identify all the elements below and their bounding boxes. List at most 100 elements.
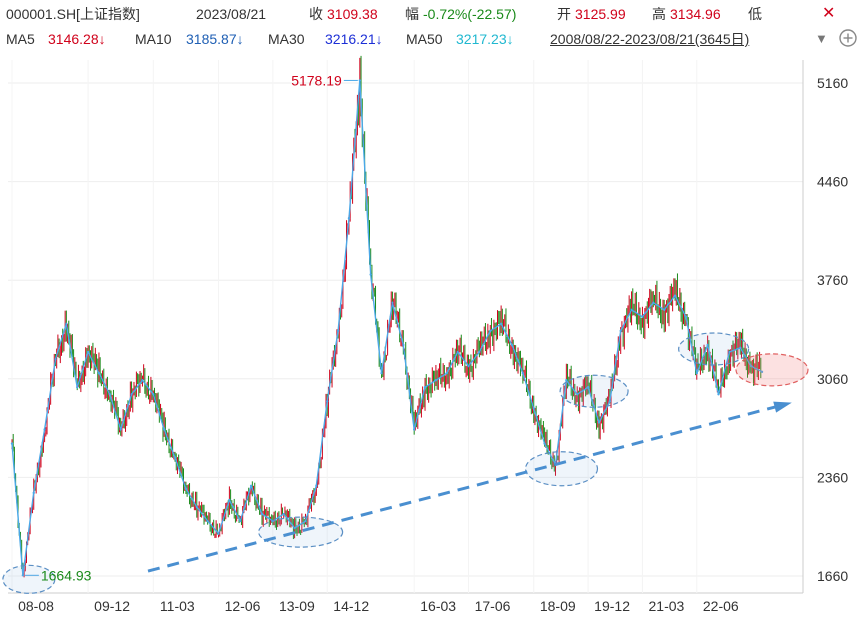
ma10-label: MA10 (135, 31, 172, 47)
ma-bar: MA5 3146.28↓ MA10 3185.87↓ MA30 3216.21↓… (0, 29, 865, 49)
stock-code: 000001.SH[上证指数] (6, 6, 140, 22)
data-point (336, 329, 340, 333)
close-icon[interactable]: ✕ (822, 5, 836, 22)
data-point (304, 519, 307, 523)
data-point (456, 350, 459, 354)
data-point (467, 364, 470, 368)
ma5-value: 3146.28↓ (48, 31, 106, 47)
data-point (739, 346, 742, 350)
header-bar: 000001.SH[上证指数] 2023/08/21 收 3109.38 幅 -… (0, 4, 865, 24)
data-point (162, 428, 166, 431)
x-tick-label: 08-08 (18, 598, 54, 614)
y-tick-label: 2360 (817, 469, 848, 485)
high-annotation: 5178.19 (291, 72, 342, 88)
data-point (728, 350, 731, 354)
y-tick-label: 4460 (817, 174, 848, 190)
data-point (489, 329, 492, 333)
data-point (402, 343, 405, 347)
ma5-label: MA5 (6, 31, 35, 47)
data-point (10, 442, 14, 445)
change-value: -0.72%(-22.57) (423, 6, 517, 22)
add-icon[interactable] (838, 28, 858, 53)
data-point (619, 329, 622, 333)
data-point (662, 308, 666, 311)
data-point (369, 273, 372, 276)
data-point (195, 505, 198, 509)
data-point (43, 428, 46, 431)
data-point (65, 322, 68, 326)
close-label: 收 (309, 6, 323, 22)
data-point (206, 519, 209, 523)
support-ellipse (524, 451, 599, 487)
data-point (152, 393, 155, 396)
data-point (586, 386, 590, 389)
support-ellipse (678, 332, 750, 366)
ma-line (11, 79, 763, 576)
data-point (673, 294, 677, 297)
data-point (97, 371, 101, 375)
x-tick-label: 16-03 (420, 598, 456, 614)
data-point (86, 350, 90, 354)
data-point (380, 371, 383, 375)
data-point (521, 371, 525, 375)
data-point (326, 400, 329, 403)
ma50-label: MA50 (406, 31, 443, 47)
data-point (228, 498, 231, 502)
date-range-selector[interactable]: 2008/08/22-2023/08/21(3645日) (550, 31, 750, 47)
x-tick-label: 12-06 (225, 598, 261, 614)
data-point (749, 364, 753, 368)
data-point (260, 512, 264, 516)
y-tick-label: 5160 (817, 75, 848, 91)
data-point (608, 400, 612, 403)
data-point (108, 393, 112, 396)
x-tick-label: 17-06 (475, 598, 511, 614)
data-point (184, 487, 188, 490)
data-point (249, 484, 253, 488)
x-tick-label: 13-09 (279, 598, 315, 614)
data-point (21, 574, 25, 577)
y-tick-label: 3760 (817, 272, 848, 288)
data-point (173, 456, 177, 459)
close-value: 3109.38 (327, 6, 378, 22)
x-tick-label: 11-03 (160, 598, 195, 614)
data-point (630, 308, 633, 311)
data-point (445, 371, 448, 375)
data-point (684, 315, 688, 319)
data-point (565, 379, 568, 382)
current-ellipse (735, 353, 809, 387)
y-tick-label: 1660 (817, 568, 848, 584)
data-point (282, 512, 285, 516)
data-point (478, 350, 481, 354)
low-label: 低 (748, 6, 762, 22)
data-point (543, 442, 546, 445)
data-point (423, 386, 427, 389)
data-point (706, 343, 709, 347)
data-point (141, 379, 144, 382)
data-point (76, 386, 79, 389)
ma10-value: 3185.87↓ (186, 31, 244, 47)
open-label: 开 (557, 6, 571, 22)
data-point (347, 217, 351, 220)
data-point (358, 79, 362, 82)
data-point (119, 428, 122, 431)
data-point (597, 421, 601, 424)
open-value: 3125.99 (575, 6, 626, 22)
high-value: 3134.96 (670, 6, 721, 22)
data-point (510, 343, 514, 347)
data-point (532, 407, 535, 410)
trend-arrowhead (773, 401, 792, 413)
data-point (293, 526, 296, 530)
data-point (717, 393, 720, 396)
quote-date: 2023/08/21 (196, 6, 267, 22)
data-point (239, 519, 242, 523)
data-point (217, 532, 220, 535)
high-label: 高 (652, 6, 666, 22)
data-point (760, 370, 764, 374)
data-point (434, 379, 438, 382)
dropdown-triangle-icon[interactable]: ▼ (815, 31, 828, 46)
ma50-value: 3217.23↓ (456, 31, 514, 47)
x-tick-label: 14-12 (333, 598, 369, 614)
data-point (54, 357, 57, 361)
x-tick-label: 21-03 (649, 598, 685, 614)
x-tick-label: 19-12 (594, 598, 630, 614)
